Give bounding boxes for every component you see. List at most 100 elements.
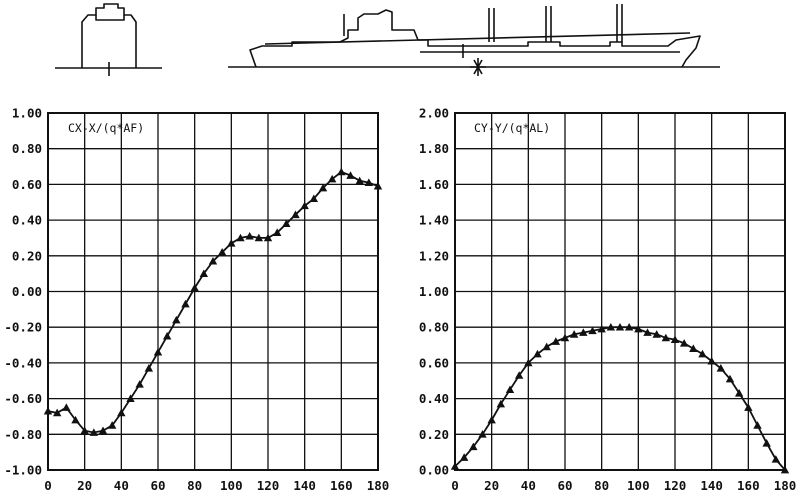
cy-data-point (624, 323, 634, 331)
cy-x-tick-label: 100 (627, 478, 650, 493)
cx-x-tick-label: 180 (367, 478, 390, 493)
cx-y-tick-label: -0.80 (4, 427, 42, 442)
cx-data-point (71, 415, 80, 424)
cy-data-point (771, 455, 781, 463)
cy-y-tick-label: 2.00 (419, 106, 449, 121)
cy-data-point (524, 358, 533, 367)
cy-plot-frame (454, 112, 786, 471)
cx-data-point (199, 269, 209, 278)
cx-data-point (245, 231, 254, 240)
cy-y-tick-label: 1.60 (419, 177, 449, 192)
cx-data-point (272, 228, 282, 236)
cy-data-point (496, 399, 506, 408)
cy-x-tick-label: 20 (484, 478, 499, 493)
cx-data-point (236, 233, 245, 242)
cx-data-point (318, 183, 328, 192)
cx-data-point (291, 210, 300, 219)
cy-x-tick-label: 140 (700, 478, 723, 493)
cy-x-tick-labels: 0 20 40 60 80 100 120 140 160 180 (451, 478, 796, 493)
cx-data-point (162, 331, 172, 340)
cx-y-tick-label: 0.40 (12, 213, 42, 228)
cy-y-tick-label: 1.20 (419, 248, 449, 263)
cx-chart-title: CX-X/(q*AF) (68, 121, 144, 135)
cx-gridlines (48, 113, 378, 470)
cx-y-tick-label: 0.80 (12, 141, 42, 156)
cy-data-point (615, 323, 625, 331)
cy-data-point (734, 389, 744, 397)
cx-data-point (254, 233, 264, 242)
cy-x-tick-label: 0 (451, 478, 459, 493)
cy-y-tick-label: 0.00 (419, 463, 449, 478)
cy-x-tick-label: 80 (594, 478, 609, 493)
cx-y-tick-label: 0.00 (12, 284, 42, 299)
cy-data-point (652, 330, 661, 338)
cy-data-point (744, 403, 753, 411)
cx-data-point (153, 347, 163, 356)
chart-cy: CY-Y/(q*AL) 0.00 0.20 0.40 0.60 0.80 1.00 1.20… (419, 106, 796, 494)
cy-data-point (514, 371, 524, 379)
cy-data-point (661, 333, 671, 342)
cx-data-point (135, 380, 144, 388)
cx-y-tick-label: -0.20 (4, 320, 42, 335)
cx-y-tick-label: -0.40 (4, 355, 42, 370)
chart-cx: CX-X/(q*AF) -1.00 -0.80 -0.60 -0.40 -0.20 0.0… (4, 106, 389, 494)
cy-data-point (597, 324, 606, 333)
cx-data-point (43, 406, 53, 415)
cy-y-tick-label: 1.00 (419, 284, 449, 299)
cy-chart-title: CY-Y/(q*AL) (474, 121, 550, 135)
cx-series-line (47, 170, 379, 434)
cy-y-tick-label: 0.80 (419, 320, 449, 335)
cx-data-point (172, 315, 181, 324)
cy-data-point (634, 324, 643, 333)
cy-data-point (643, 328, 652, 336)
cy-series (450, 323, 790, 474)
cx-data-point (117, 408, 126, 417)
cx-data-point (282, 219, 291, 228)
cy-y-tick-label: 0.20 (419, 427, 449, 442)
cy-data-point (698, 349, 707, 358)
cy-data-point (716, 364, 726, 372)
cx-data-point (52, 408, 62, 417)
cx-y-tick-label: -0.60 (4, 391, 42, 406)
ship-side-view-drawing (228, 4, 720, 76)
cx-x-tick-label: 60 (150, 478, 165, 493)
cx-series (43, 167, 383, 436)
cy-gridlines (455, 113, 785, 470)
cy-y-tick-label: 0.60 (419, 355, 449, 370)
cx-data-point (208, 256, 218, 265)
cy-x-tick-label: 40 (521, 478, 536, 493)
cy-y-tick-label: 1.40 (419, 213, 449, 228)
cx-data-point (107, 421, 117, 429)
cx-data-point (337, 167, 346, 176)
cx-data-point (309, 194, 319, 203)
cx-y-tick-label: 0.20 (12, 248, 42, 263)
cy-data-point (533, 349, 542, 358)
cy-data-point (780, 465, 790, 474)
cx-y-tick-label: 1.00 (12, 106, 42, 121)
cx-data-point (373, 181, 383, 190)
cy-data-point (560, 333, 570, 342)
cx-y-tick-label: 0.60 (12, 177, 42, 192)
cy-data-point (551, 337, 561, 345)
cy-y-tick-label: 1.80 (419, 141, 449, 156)
cx-data-point (300, 201, 309, 210)
cx-data-point (190, 283, 199, 292)
cx-data-point (346, 171, 355, 179)
cy-x-tick-label: 180 (774, 478, 797, 493)
cx-data-point (98, 426, 108, 435)
cx-x-tick-label: 40 (114, 478, 129, 493)
cy-data-point (753, 421, 762, 429)
cy-data-point (542, 342, 551, 351)
cy-data-point (670, 335, 680, 344)
cx-x-tick-label: 80 (187, 478, 202, 493)
cy-data-point (689, 344, 698, 352)
cx-data-point (181, 299, 190, 308)
cy-data-point (505, 385, 515, 394)
cx-data-point (364, 178, 374, 186)
cy-data-point (478, 430, 487, 438)
cx-x-tick-label: 0 (44, 478, 52, 493)
cx-y-tick-label: -1.00 (4, 463, 42, 478)
cx-data-point (144, 364, 154, 372)
cy-y-tick-label: 0.40 (419, 391, 449, 406)
